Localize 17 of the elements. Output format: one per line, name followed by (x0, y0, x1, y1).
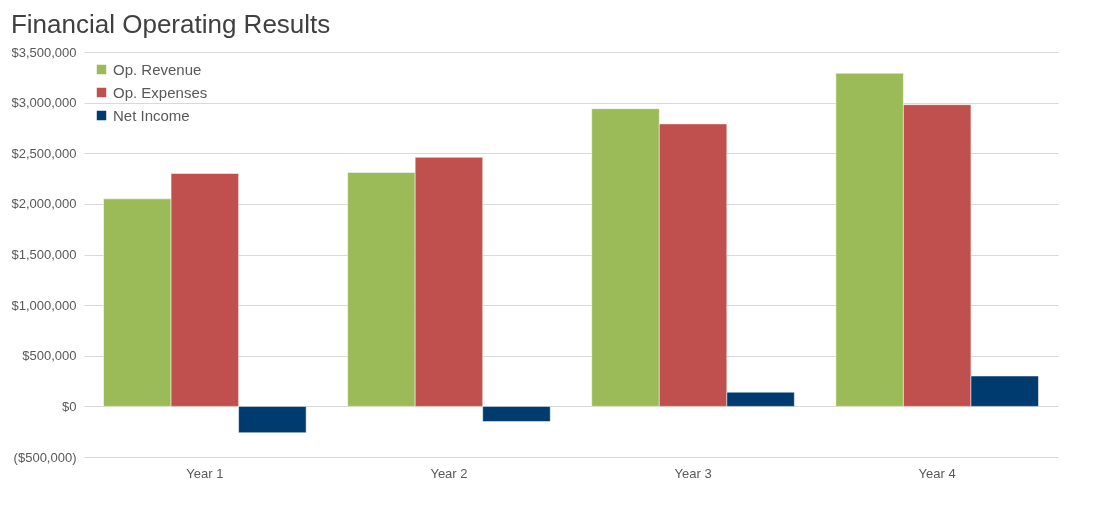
y-tick-label: $3,000,000 (11, 95, 77, 111)
x-tick-label: Year 1 (186, 465, 224, 481)
y-tick-label: $3,500,000 (11, 44, 77, 60)
legend-label: Net Income (113, 106, 190, 124)
y-tick-label: $2,000,000 (11, 196, 77, 212)
legend-label: Op. Expenses (113, 83, 208, 101)
y-tick-label: $1,500,000 (11, 247, 77, 262)
y-tick-label: $1,000,000 (11, 297, 77, 313)
y-tick-label: $500,000 (22, 348, 77, 364)
x-tick-label: Year 2 (430, 465, 468, 481)
y-tick-label: $2,500,000 (11, 145, 77, 161)
y-tick-label: ($500,000) (13, 449, 77, 465)
x-tick-label: Year 4 (918, 465, 956, 481)
chart-title: Financial Operating Results (10, 9, 331, 39)
y-tick-label: $0 (62, 398, 77, 414)
legend-label: Op. Revenue (113, 60, 202, 78)
x-tick-label: Year 3 (674, 465, 712, 481)
